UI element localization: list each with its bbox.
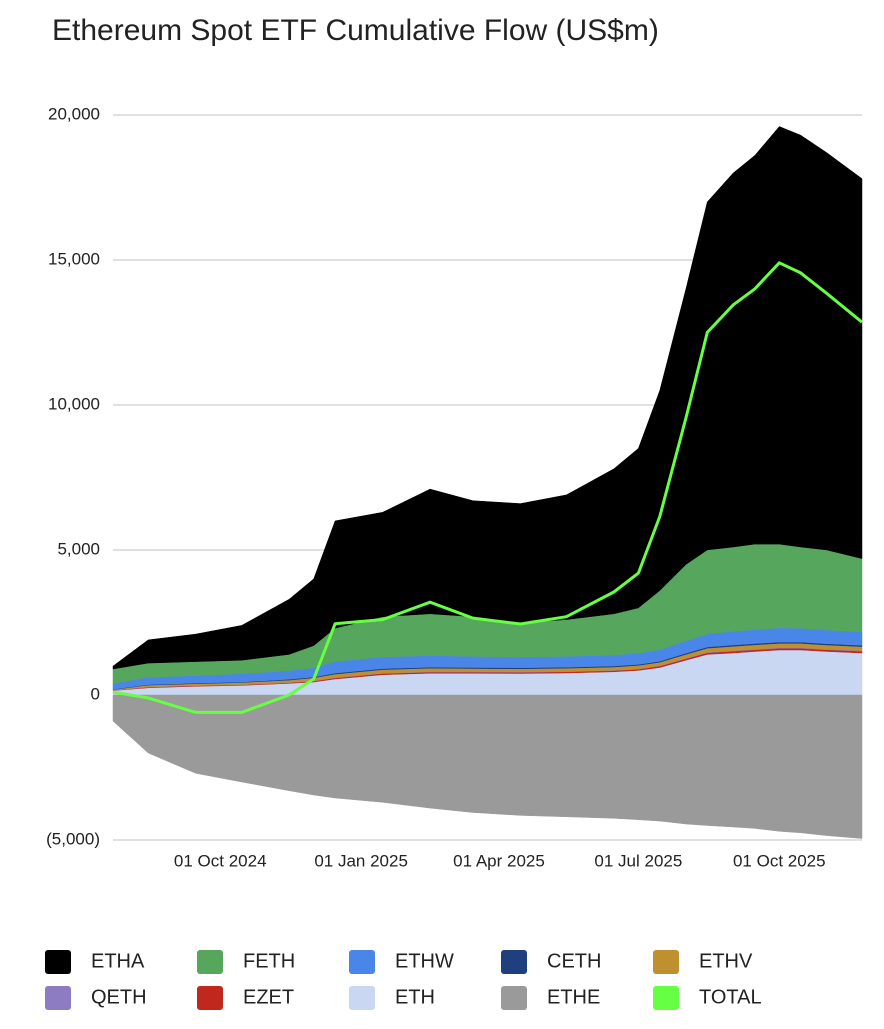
legend-swatch <box>45 950 71 974</box>
y-tick-label: 20,000 <box>48 104 100 123</box>
legend-swatch <box>653 986 679 1010</box>
legend-label: ETHW <box>395 950 454 972</box>
legend: ETHA FETH ETHW CETH ETHV QETH EZET ETH ETHE TOTAL <box>45 950 762 1010</box>
legend-label: TOTAL <box>699 986 762 1008</box>
legend-label: ETHA <box>91 950 145 972</box>
legend-swatch <box>197 986 223 1010</box>
legend-swatch <box>349 950 375 974</box>
legend-label: EZET <box>243 986 294 1008</box>
legend-swatch <box>501 950 527 974</box>
area <box>112 694 863 839</box>
lines <box>112 261 863 714</box>
legend-label: CETH <box>547 950 601 972</box>
legend-label: ETHE <box>547 986 600 1008</box>
x-tick-label: 01 Jan 2025 <box>314 851 408 870</box>
line <box>112 261 863 714</box>
x-tick-label: 01 Jul 2025 <box>594 851 682 870</box>
y-tick-label: 10,000 <box>48 394 100 413</box>
y-tick-label: (5,000) <box>46 829 100 848</box>
x-tick-label: 01 Oct 2024 <box>174 851 267 870</box>
chart-title: Ethereum Spot ETF Cumulative Flow (US$m) <box>52 14 659 47</box>
y-tick-label: 15,000 <box>48 249 100 268</box>
y-tick-label: 5,000 <box>57 539 100 558</box>
legend-label: FETH <box>243 950 295 972</box>
legend-swatch <box>45 986 71 1010</box>
legend-swatch <box>653 950 679 974</box>
legend-swatch <box>197 950 223 974</box>
grid: (5,000) 0 5,000 10,000 15,000 20,000 01 Oct 20… <box>46 104 862 870</box>
x-tick-label: 01 Apr 2025 <box>453 851 545 870</box>
areas <box>112 126 863 839</box>
legend-swatch <box>349 986 375 1010</box>
y-tick-label: 0 <box>91 684 100 703</box>
legend-swatch <box>501 986 527 1010</box>
legend-label: QETH <box>91 986 147 1008</box>
x-tick-label: 01 Oct 2025 <box>733 851 826 870</box>
legend-label: ETHV <box>699 950 753 972</box>
legend-label: ETH <box>395 986 435 1008</box>
